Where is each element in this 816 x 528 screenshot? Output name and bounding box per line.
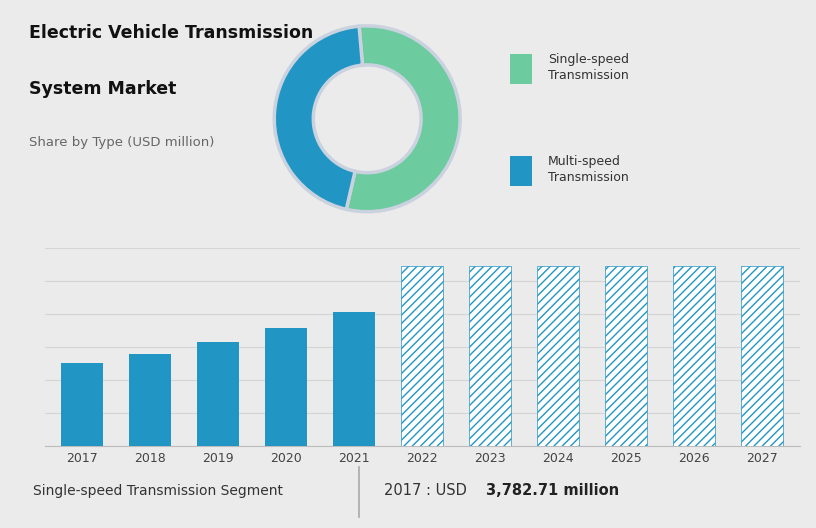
Wedge shape [346,26,460,212]
Bar [197,342,239,446]
Text: 3,782.71 million: 3,782.71 million [486,484,619,498]
Text: Share by Type (USD million): Share by Type (USD million) [29,136,214,149]
Bar [129,354,171,446]
FancyBboxPatch shape [510,156,532,186]
Bar [469,266,512,446]
FancyBboxPatch shape [510,54,532,84]
Bar [605,266,647,446]
Bar [673,266,716,446]
Bar [537,266,579,446]
Text: Single-speed Transmission Segment: Single-speed Transmission Segment [33,484,282,498]
Text: Electric Vehicle Transmission: Electric Vehicle Transmission [29,24,313,42]
Text: System Market: System Market [29,80,176,98]
Bar [61,363,104,446]
Bar [333,312,375,446]
Bar [265,328,308,446]
Bar [401,266,443,446]
Bar [741,266,783,446]
Text: Multi-speed
Transmission: Multi-speed Transmission [548,155,629,184]
Text: Single-speed
Transmission: Single-speed Transmission [548,53,629,82]
Wedge shape [274,26,362,209]
Text: 2017 : USD: 2017 : USD [384,484,471,498]
